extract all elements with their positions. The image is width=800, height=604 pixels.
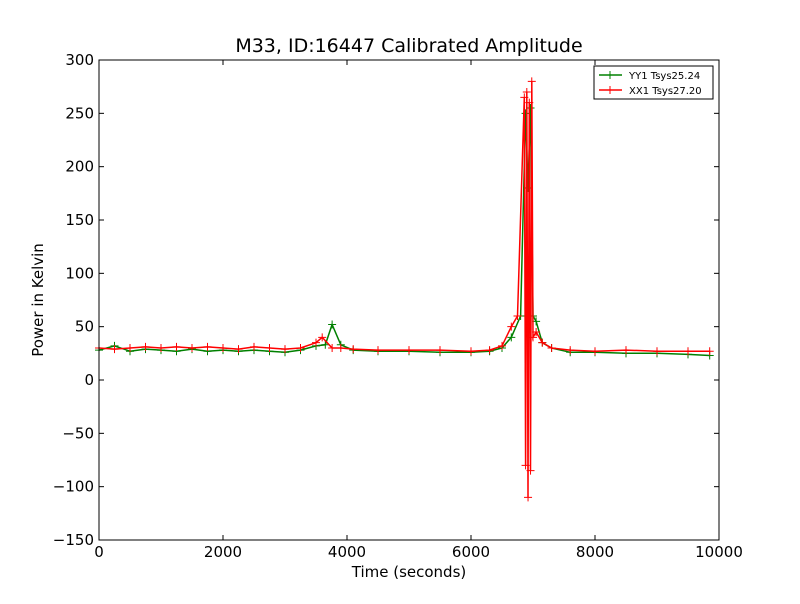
legend-box	[593, 65, 714, 100]
data-point	[526, 466, 535, 475]
data-point	[296, 344, 305, 352]
data-point	[525, 98, 534, 107]
data-point	[312, 338, 320, 347]
y-axis-label: Power in Kelvin	[29, 243, 47, 357]
y-tick-label: −50	[62, 424, 94, 442]
data-point	[622, 346, 630, 355]
data-point	[265, 344, 274, 352]
data-point	[532, 328, 541, 336]
data-point	[188, 344, 196, 352]
data-point	[250, 342, 258, 351]
data-point	[234, 345, 243, 354]
data-point	[157, 344, 165, 352]
data-point	[591, 347, 599, 356]
y-tick-label: 100	[65, 264, 94, 282]
data-point	[467, 347, 475, 356]
y-tick-label: 0	[84, 371, 94, 389]
data-point	[328, 320, 337, 329]
data-point	[281, 345, 289, 354]
y-tick-label: 200	[65, 158, 94, 176]
plot-area	[95, 77, 714, 502]
y-tick-label: 250	[65, 104, 94, 122]
y-tick-label: 150	[65, 211, 94, 229]
legend-marker	[606, 71, 614, 79]
x-tick-label: 2000	[204, 543, 242, 561]
data-point	[318, 333, 327, 342]
data-point	[328, 344, 337, 352]
y-tick-label: 300	[65, 51, 94, 69]
legend-marker	[606, 86, 614, 94]
data-point	[110, 345, 119, 354]
data-point	[521, 109, 530, 118]
y-tick-label: 50	[75, 318, 94, 336]
data-point	[522, 88, 531, 96]
data-point	[513, 312, 522, 320]
data-point	[507, 333, 516, 342]
data-point	[521, 461, 530, 470]
data-point	[405, 346, 413, 355]
x-tick-label: 6000	[452, 543, 490, 561]
data-point	[507, 322, 516, 331]
x-tick-label: 0	[94, 543, 104, 561]
data-point	[653, 347, 661, 356]
data-point	[705, 347, 714, 356]
data-point	[524, 493, 533, 502]
data-point	[526, 104, 535, 112]
data-point	[520, 93, 529, 102]
y-tick-label: −150	[53, 531, 94, 549]
x-tick-label: 10000	[695, 543, 743, 561]
data-point	[547, 344, 556, 352]
plot-frame	[98, 59, 720, 541]
data-point	[527, 77, 536, 86]
data-point	[529, 333, 537, 342]
series-line-2	[98, 81, 710, 498]
legend-label: XX1 Tsys27.20	[629, 86, 702, 97]
data-point	[374, 346, 382, 355]
chart-title: M33, ID:16447 Calibrated Amplitude	[235, 35, 582, 57]
data-point	[203, 342, 212, 351]
data-point	[321, 340, 330, 349]
data-point	[485, 346, 494, 355]
data-point	[498, 341, 506, 350]
data-point	[349, 345, 358, 354]
data-point	[538, 338, 547, 347]
data-point	[684, 347, 692, 356]
x-tick-label: 8000	[576, 543, 614, 561]
series-line-1	[98, 107, 710, 357]
data-point	[141, 342, 150, 351]
data-point	[336, 344, 345, 352]
axes: 0 2000 4000 6000 8000 10000 −150 −100 −50 0 50 100 1…	[53, 51, 743, 561]
x-tick-label: 4000	[328, 543, 366, 561]
data-point	[566, 346, 575, 355]
data-point	[172, 342, 181, 351]
data-point	[126, 344, 134, 352]
data-point	[436, 346, 444, 355]
x-axis-label: Time (seconds)	[351, 563, 467, 581]
legend-label: YY1 Tsys25.24	[628, 71, 700, 82]
data-point	[219, 344, 227, 352]
y-tick-label: −100	[53, 478, 94, 496]
legend: YY1 Tsys25.24 XX1 Tsys27.20	[593, 65, 714, 100]
